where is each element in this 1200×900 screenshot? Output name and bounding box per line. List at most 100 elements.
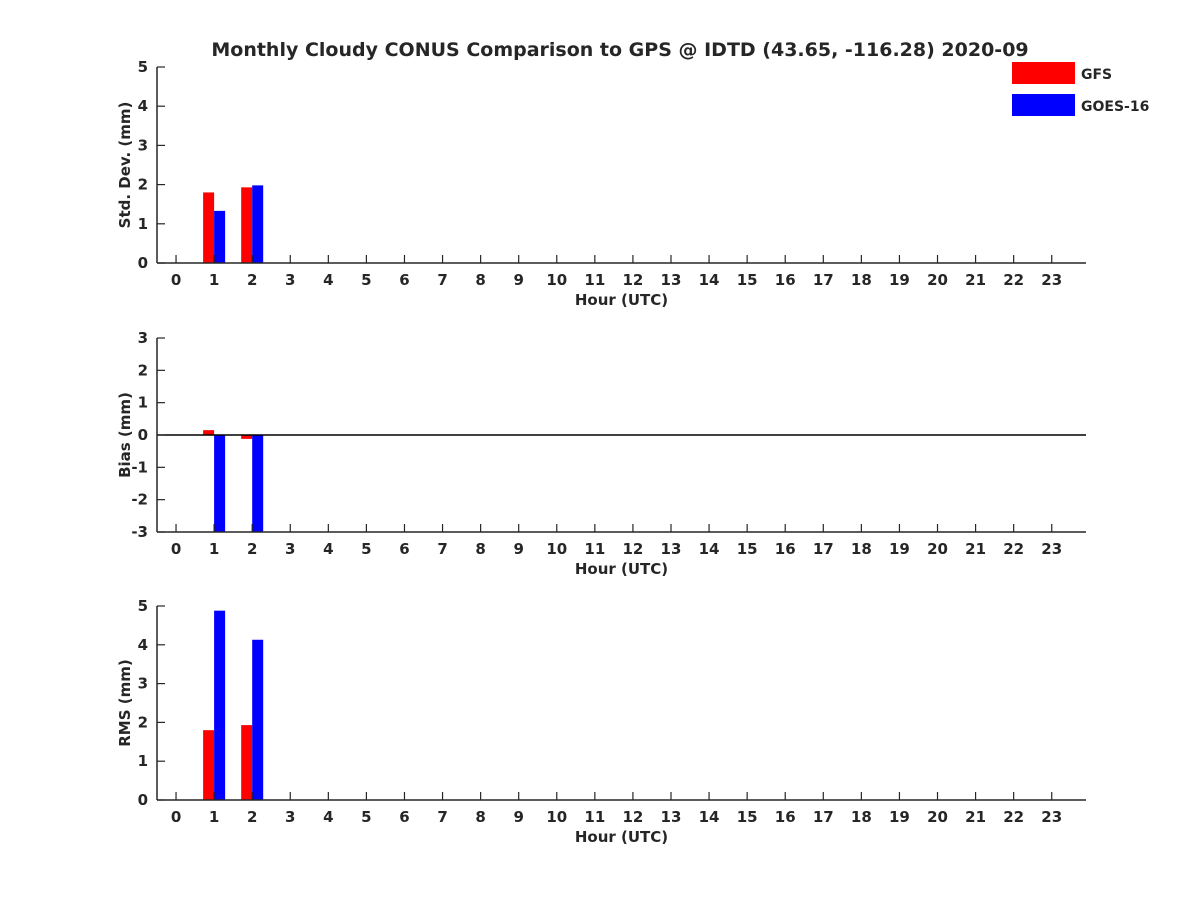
subplot-2: 0 1 2 3 4 5 6 7 8 9 10 11 12 13 14 15 16 17 18 19 20 21 22 2301…	[116, 597, 1086, 846]
x-tick-label-3: 3	[285, 808, 295, 826]
x-tick-label-23: 23	[1041, 271, 1062, 289]
x-tick-label-17: 17	[813, 271, 834, 289]
x-tick-label-9: 9	[513, 271, 523, 289]
y-tick-label-2: 2	[138, 176, 148, 194]
legend-label-0: GFS	[1081, 67, 1112, 83]
x-tick-label-5: 5	[361, 540, 371, 558]
bar-gfs-1	[241, 725, 253, 800]
bar-goes-16-0	[214, 210, 226, 263]
x-tick-label-8: 8	[475, 271, 485, 289]
y-tick-label-3: 0	[138, 426, 148, 444]
y-tick-label-1: 1	[138, 215, 148, 233]
bar-gfs-1	[241, 187, 253, 263]
x-tick-label-7: 7	[437, 540, 447, 558]
x-tick-label-6: 6	[399, 540, 409, 558]
x-tick-label-0: 0	[171, 271, 181, 289]
y-tick-label-2: -1	[131, 458, 148, 476]
x-tick-label-8: 8	[475, 808, 485, 826]
x-tick-label-17: 17	[813, 808, 834, 826]
x-tick-label-5: 5	[361, 271, 371, 289]
bar-goes-16-0	[214, 610, 226, 800]
x-tick-label-19: 19	[889, 271, 910, 289]
x-tick-label-23: 23	[1041, 540, 1062, 558]
x-tick-label-14: 14	[699, 540, 720, 558]
x-tick-label-6: 6	[399, 808, 409, 826]
x-tick-label-3: 3	[285, 271, 295, 289]
x-tick-label-17: 17	[813, 540, 834, 558]
x-axis-label: Hour (UTC)	[575, 291, 668, 309]
x-tick-label-12: 12	[622, 540, 643, 558]
x-tick-label-19: 19	[889, 808, 910, 826]
y-tick-label-5: 2	[138, 361, 148, 379]
x-axis-label: Hour (UTC)	[575, 828, 668, 846]
x-tick-label-1: 1	[209, 271, 219, 289]
x-tick-label-1: 1	[209, 808, 219, 826]
legend-swatch-1	[1012, 94, 1075, 116]
y-axis-label: Std. Dev. (mm)	[116, 102, 134, 229]
x-tick-label-11: 11	[584, 808, 605, 826]
x-tick-label-4: 4	[323, 540, 333, 558]
x-tick-label-21: 21	[965, 540, 986, 558]
bar-goes-16-1	[252, 185, 264, 263]
x-tick-label-18: 18	[851, 808, 872, 826]
x-tick-label-2: 2	[247, 271, 257, 289]
x-tick-label-20: 20	[927, 808, 948, 826]
y-tick-label-0: -3	[131, 523, 148, 541]
x-tick-label-13: 13	[661, 540, 682, 558]
x-tick-label-10: 10	[546, 271, 567, 289]
x-tick-label-15: 15	[737, 271, 758, 289]
y-tick-label-3: 3	[138, 675, 148, 693]
x-tick-label-16: 16	[775, 540, 796, 558]
x-tick-label-2: 2	[247, 808, 257, 826]
x-tick-label-10: 10	[546, 808, 567, 826]
bar-gfs-0	[203, 192, 215, 263]
x-tick-label-8: 8	[475, 540, 485, 558]
x-tick-label-23: 23	[1041, 808, 1062, 826]
legend: GFS GOES-16	[1012, 62, 1149, 116]
x-tick-label-16: 16	[775, 271, 796, 289]
x-tick-label-9: 9	[513, 540, 523, 558]
y-axis-label: Bias (mm)	[116, 392, 134, 478]
x-tick-label-14: 14	[699, 271, 720, 289]
x-tick-label-18: 18	[851, 540, 872, 558]
x-tick-label-22: 22	[1003, 271, 1024, 289]
x-tick-label-21: 21	[965, 271, 986, 289]
x-tick-label-13: 13	[661, 271, 682, 289]
bar-goes-16-1	[252, 639, 264, 800]
bar-goes-16-1	[252, 435, 264, 532]
y-tick-label-5: 5	[138, 58, 148, 76]
x-tick-label-1: 1	[209, 540, 219, 558]
x-tick-label-21: 21	[965, 808, 986, 826]
y-tick-label-4: 4	[138, 636, 148, 654]
bar-gfs-0	[203, 730, 215, 800]
x-tick-label-16: 16	[775, 808, 796, 826]
legend-label-1: GOES-16	[1081, 99, 1149, 115]
y-tick-label-0: 0	[138, 254, 148, 272]
y-tick-label-4: 1	[138, 394, 148, 412]
legend-swatch-0	[1012, 62, 1075, 84]
x-tick-label-5: 5	[361, 808, 371, 826]
x-tick-label-10: 10	[546, 540, 567, 558]
y-tick-label-5: 5	[138, 597, 148, 615]
x-tick-label-20: 20	[927, 540, 948, 558]
x-axis-label: Hour (UTC)	[575, 560, 668, 578]
x-tick-label-0: 0	[171, 540, 181, 558]
x-tick-label-15: 15	[737, 540, 758, 558]
bar-gfs-1	[241, 435, 253, 439]
x-tick-label-4: 4	[323, 808, 333, 826]
x-tick-label-18: 18	[851, 271, 872, 289]
x-tick-label-11: 11	[584, 271, 605, 289]
x-tick-label-12: 12	[622, 808, 643, 826]
chart-title: Monthly Cloudy CONUS Comparison to GPS @…	[211, 39, 1028, 61]
y-tick-label-1: -2	[131, 491, 148, 509]
y-tick-label-2: 2	[138, 713, 148, 731]
x-tick-label-7: 7	[437, 808, 447, 826]
x-tick-label-12: 12	[622, 271, 643, 289]
x-tick-label-19: 19	[889, 540, 910, 558]
subplots: 0 1 2 3 4 5 6 7 8 9 10 11 12 13 14 15 16 17 18 19 20 21 22 2301…	[116, 58, 1086, 846]
x-tick-label-15: 15	[737, 808, 758, 826]
y-tick-label-3: 3	[138, 136, 148, 154]
x-tick-label-11: 11	[584, 540, 605, 558]
y-tick-label-0: 0	[138, 791, 148, 809]
